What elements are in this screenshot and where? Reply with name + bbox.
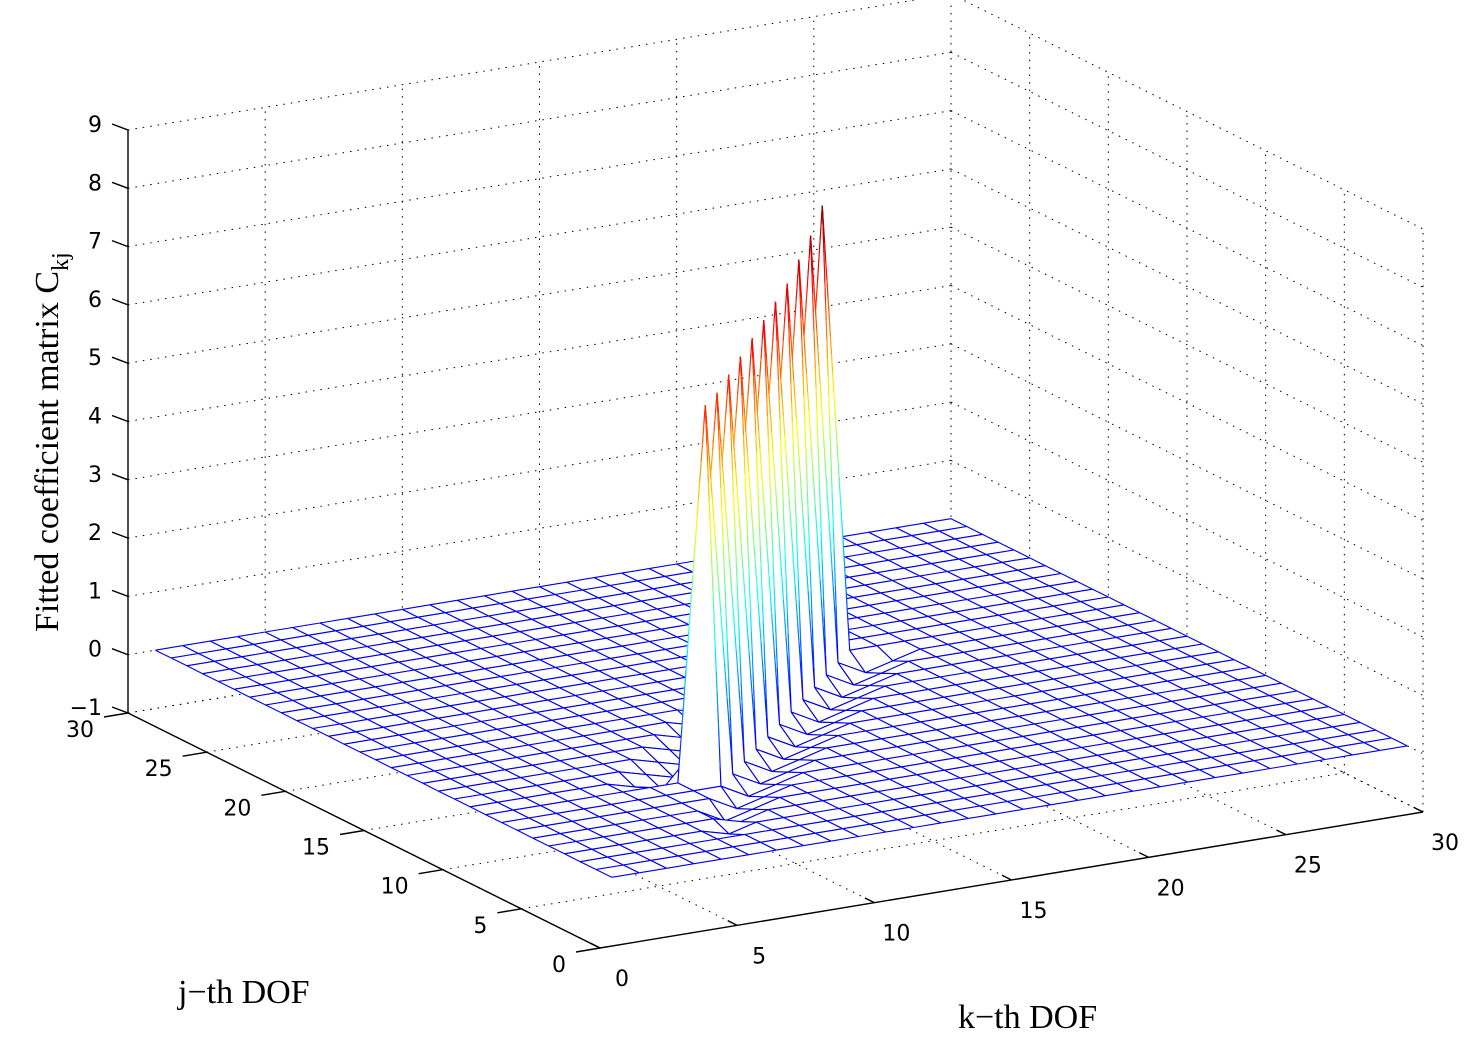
y-tick — [182, 751, 207, 757]
y-tick — [575, 947, 601, 953]
surface-cell — [815, 828, 859, 842]
z-tick — [111, 298, 129, 306]
x-tick-label: 10 — [882, 922, 910, 947]
y-tick-label: 15 — [302, 836, 330, 861]
x-tick-label: 25 — [1294, 854, 1322, 879]
z-tick-label: 6 — [88, 288, 102, 313]
y-tick-label: 30 — [66, 718, 94, 743]
surface-cell — [1363, 737, 1408, 751]
z-axis-title: Fitted coefficient matrix Ckj — [29, 252, 74, 632]
z-tick — [111, 239, 129, 248]
z-tick-label: −1 — [70, 696, 102, 721]
z-tick — [111, 356, 129, 364]
y-tick — [261, 790, 286, 797]
surface-cell — [732, 841, 777, 856]
grid-line-z-side — [950, 401, 1424, 638]
grid-line-z-side — [950, 226, 1424, 463]
grid-line-z-side — [950, 459, 1424, 696]
z-tick-label: 5 — [88, 346, 102, 371]
surface-cell — [821, 205, 866, 674]
z-tick-label: 8 — [88, 171, 102, 196]
y-axis-title: j−th DOF — [177, 974, 310, 1011]
z-tick — [111, 473, 129, 481]
axes — [103, 123, 1424, 953]
z-tick-label: 1 — [88, 579, 102, 604]
x-tick — [590, 942, 601, 949]
surface-cell — [924, 810, 969, 824]
x-tick-label: 20 — [1157, 876, 1185, 901]
y-tick — [497, 908, 522, 914]
surface-cell — [798, 259, 843, 698]
y-tick-label: 20 — [223, 796, 251, 821]
y-tick-label: 5 — [473, 914, 487, 939]
z-tick-label: 2 — [88, 521, 102, 546]
surface-cell — [786, 283, 831, 711]
x-tick-label: 30 — [1431, 831, 1459, 856]
z-tick — [111, 414, 129, 423]
z-tick — [111, 181, 129, 189]
surface-cell — [842, 823, 887, 838]
y-tick — [103, 712, 129, 718]
grid-line-z-side — [961, 0, 1424, 230]
grid-line-z-back — [127, 51, 952, 189]
y-tick-label: 0 — [552, 953, 566, 978]
z-tick — [111, 123, 129, 131]
grid-line-z-back — [127, 0, 918, 131]
z-tick — [111, 589, 129, 598]
surface-cell — [1171, 769, 1216, 783]
surface-cell — [810, 235, 855, 686]
surface-mesh — [155, 205, 1408, 878]
surface-cell — [979, 800, 1024, 815]
x-tick — [864, 897, 875, 904]
grid-line-z-side — [950, 51, 1424, 288]
z-axis-title-main: Fitted coefficient matrix C — [29, 271, 66, 632]
x-tick-label: 0 — [615, 967, 629, 992]
surface-cell — [763, 320, 808, 735]
x-tick — [1001, 874, 1012, 881]
x-tick — [1138, 852, 1149, 858]
z-tick-label: 4 — [88, 405, 102, 430]
x-tick — [1413, 806, 1424, 813]
z-tick-label: 0 — [88, 638, 102, 663]
x-tick — [727, 920, 738, 926]
z-axis-title-subscript: kj — [48, 252, 74, 271]
grid-line-z-side — [950, 285, 1424, 521]
z-tick-label: 7 — [88, 230, 102, 255]
y-tick — [418, 868, 443, 875]
z-tick — [111, 531, 129, 539]
grid-line-z-side — [950, 168, 1424, 405]
surface-cell — [716, 392, 761, 785]
surface-cell — [704, 405, 749, 797]
x-tick — [1276, 829, 1287, 836]
z-tick — [111, 706, 129, 714]
y-tick-label: 25 — [145, 757, 173, 782]
y-tick-label: 10 — [381, 875, 409, 900]
z-tick-label: 3 — [88, 463, 102, 488]
x-tick-label: 5 — [752, 944, 766, 969]
x-axis-title: k−th DOF — [958, 999, 1097, 1036]
z-tick-label: 9 — [88, 113, 102, 138]
surface-cell — [760, 837, 804, 851]
z-tick — [111, 648, 129, 656]
y-tick — [339, 829, 365, 836]
x-tick-label: 15 — [1020, 899, 1048, 924]
